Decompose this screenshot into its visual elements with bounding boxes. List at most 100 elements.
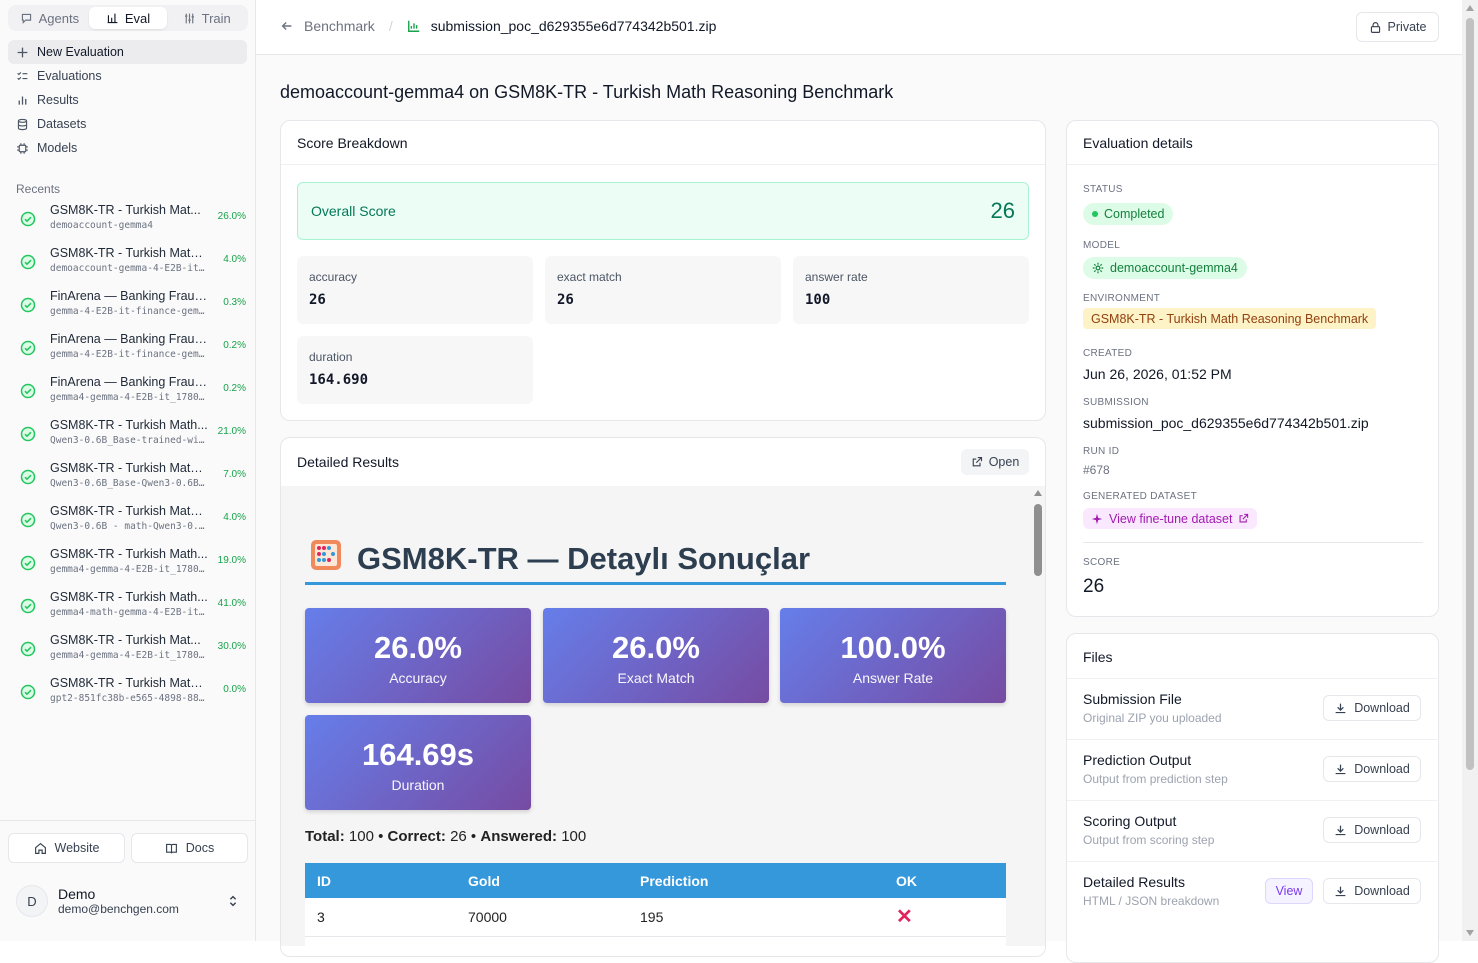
report-heading-text: GSM8K-TR — Detaylı Sonuçlar bbox=[357, 541, 811, 576]
column-header-ok: OK bbox=[884, 863, 1006, 898]
nav-models[interactable]: Models bbox=[8, 136, 247, 160]
created-label: CREATED bbox=[1083, 348, 1133, 359]
view-button[interactable]: View bbox=[1265, 878, 1313, 904]
user-email: demo@benchgen.com bbox=[58, 902, 179, 916]
report-scrollbar[interactable] bbox=[1031, 486, 1045, 946]
recent-item[interactable]: GSM8K-TR - Turkish Mat... demoaccount-gem… bbox=[14, 202, 246, 242]
download-button[interactable]: Download bbox=[1323, 878, 1421, 904]
arrow-left-icon[interactable] bbox=[280, 19, 294, 33]
recent-item[interactable]: GSM8K-TR - Turkish Math ... Qwen3-0.6B - … bbox=[14, 503, 246, 543]
check-circle-icon bbox=[20, 426, 36, 442]
recent-item[interactable]: GSM8K-TR - Turkish Math ... demoaccount-g… bbox=[14, 245, 246, 285]
nav-datasets[interactable]: Datasets bbox=[8, 112, 247, 136]
metric-label: accuracy bbox=[309, 270, 358, 284]
breadcrumb-benchmark-link[interactable]: Benchmark bbox=[304, 18, 375, 34]
recent-item-title: GSM8K-TR - Turkish Math... bbox=[50, 547, 208, 561]
recent-item-score: 41.0% bbox=[217, 598, 246, 609]
answered-value: 100 bbox=[561, 828, 587, 845]
recent-item-subtitle: demoaccount-gemma4 bbox=[50, 220, 153, 231]
answered-label: Answered: bbox=[480, 828, 558, 845]
table-row bbox=[305, 936, 1006, 946]
recent-item-subtitle: gemma4-gemma-4-E2B-it_1780... bbox=[50, 564, 208, 575]
heading-underline bbox=[305, 582, 1006, 585]
overall-score-value: 26 bbox=[990, 198, 1015, 223]
recent-item-title: GSM8K-TR - Turkish Math... bbox=[50, 418, 208, 432]
page-scrollbar[interactable] bbox=[1462, 0, 1478, 941]
download-icon bbox=[1335, 886, 1346, 896]
recent-item-title: FinArena — Banking Fraud... bbox=[50, 332, 208, 346]
book-icon bbox=[165, 843, 177, 853]
database-icon bbox=[17, 118, 28, 130]
check-circle-icon bbox=[20, 512, 36, 528]
scroll-down-arrow-icon[interactable] bbox=[1466, 930, 1474, 936]
docs-button[interactable]: Docs bbox=[131, 833, 248, 863]
view-label: View bbox=[1275, 884, 1303, 898]
download-label: Download bbox=[1354, 762, 1410, 776]
recent-item-subtitle: demoaccount-gemma-4-E2B-it-... bbox=[50, 263, 208, 274]
mode-eval-tab[interactable]: Eval bbox=[88, 7, 168, 29]
docs-label: Docs bbox=[185, 841, 215, 855]
recent-item[interactable]: FinArena — Banking Fraud... gemma4-gemma-… bbox=[14, 374, 246, 414]
cell-ok-fail-icon: ✕ bbox=[884, 898, 1006, 937]
private-button[interactable]: Private bbox=[1356, 12, 1439, 42]
download-button[interactable]: Download bbox=[1323, 756, 1421, 782]
recent-item[interactable]: GSM8K-TR - Turkish Math... Qwen3-0.6B_Bas… bbox=[14, 417, 246, 457]
open-button[interactable]: Open bbox=[961, 449, 1029, 475]
page-scroll-thumb[interactable] bbox=[1466, 18, 1474, 770]
nav-evaluations[interactable]: Evaluations bbox=[8, 64, 247, 88]
sparkle-icon bbox=[1091, 513, 1103, 524]
environment-badge[interactable]: GSM8K-TR - Turkish Math Reasoning Benchm… bbox=[1083, 308, 1377, 329]
evaluation-details-title: Evaluation details bbox=[1067, 121, 1438, 165]
status-badge: Completed bbox=[1083, 203, 1174, 225]
recent-item-score: 4.0% bbox=[223, 254, 246, 265]
sliders-icon bbox=[184, 13, 194, 23]
overall-score-panel: Overall Score 26 bbox=[297, 182, 1029, 240]
external-link-icon bbox=[972, 456, 982, 467]
cell-prediction: 195 bbox=[628, 898, 884, 937]
file-description: Original ZIP you uploaded bbox=[1083, 711, 1222, 725]
recent-item[interactable]: GSM8K-TR - Turkish Math... gemma4-math-ge… bbox=[14, 589, 246, 629]
mode-agents-tab[interactable]: Agents bbox=[10, 7, 89, 29]
download-label: Download bbox=[1354, 701, 1410, 715]
model-label: MODEL bbox=[1083, 240, 1121, 251]
stat-label: Duration bbox=[391, 777, 445, 793]
mode-eval-label: Eval bbox=[124, 10, 151, 26]
home-icon bbox=[34, 842, 46, 854]
nav-new-evaluation[interactable]: New Evaluation bbox=[8, 40, 247, 64]
download-icon bbox=[1335, 825, 1346, 835]
report-frame[interactable]: GSM8K-TR — Detaylı Sonuçlar 26.0% Accura… bbox=[281, 486, 1045, 946]
recent-item[interactable]: GSM8K-TR - Turkish Mat... gemma4-gemma-4-… bbox=[14, 632, 246, 672]
recent-item-title: GSM8K-TR - Turkish Mat... bbox=[50, 633, 201, 647]
recent-item[interactable]: GSM8K-TR - Turkish Math... gemma4-gemma-4… bbox=[14, 546, 246, 586]
recent-item[interactable]: GSM8K-TR - Turkish Math ... gpt2-851fc38b… bbox=[14, 675, 246, 715]
recent-item-score: 19.0% bbox=[217, 555, 246, 566]
report-scroll-thumb[interactable] bbox=[1034, 504, 1042, 576]
model-badge[interactable]: demoaccount-gemma4 bbox=[1083, 257, 1247, 279]
correct-value: 26 bbox=[450, 828, 467, 845]
cell-gold: 70000 bbox=[456, 898, 628, 937]
score-breakdown-card: Score Breakdown Overall Score 26 accurac… bbox=[280, 120, 1046, 421]
file-description: Output from scoring step bbox=[1083, 833, 1215, 847]
file-name: Prediction Output bbox=[1083, 752, 1192, 768]
recent-item[interactable]: FinArena — Banking Fraud... gemma-4-E2B-i… bbox=[14, 288, 246, 328]
download-button[interactable]: Download bbox=[1323, 817, 1421, 843]
view-fine-tune-dataset-link[interactable]: View fine-tune dataset bbox=[1083, 508, 1258, 529]
scroll-up-arrow-icon[interactable] bbox=[1466, 5, 1474, 11]
recent-item-subtitle: Qwen3-0.6B_Base-trained-wi... bbox=[50, 435, 208, 446]
recent-item-subtitle: gemma4-gemma-4-E2B-it_17805... bbox=[50, 392, 208, 403]
check-circle-icon bbox=[20, 555, 36, 571]
bar-chart-icon bbox=[407, 20, 419, 32]
file-description: Output from prediction step bbox=[1083, 772, 1228, 786]
stat-label: Answer Rate bbox=[852, 670, 934, 686]
mode-train-tab[interactable]: Train bbox=[167, 7, 246, 29]
recent-item[interactable]: FinArena — Banking Fraud... gemma-4-E2B-i… bbox=[14, 331, 246, 371]
download-button[interactable]: Download bbox=[1323, 695, 1421, 721]
user-menu[interactable]: D Demo demo@benchgen.com bbox=[16, 885, 240, 917]
metric-answer-rate: answer rate 100 bbox=[793, 256, 1029, 324]
metric-label: duration bbox=[309, 350, 353, 364]
nav-results[interactable]: Results bbox=[8, 88, 247, 112]
website-button[interactable]: Website bbox=[8, 833, 125, 863]
file-name: Scoring Output bbox=[1083, 813, 1177, 829]
recent-item[interactable]: GSM8K-TR - Turkish Math ... Qwen3-0.6B_Ba… bbox=[14, 460, 246, 500]
scroll-up-arrow-icon[interactable] bbox=[1034, 490, 1042, 496]
